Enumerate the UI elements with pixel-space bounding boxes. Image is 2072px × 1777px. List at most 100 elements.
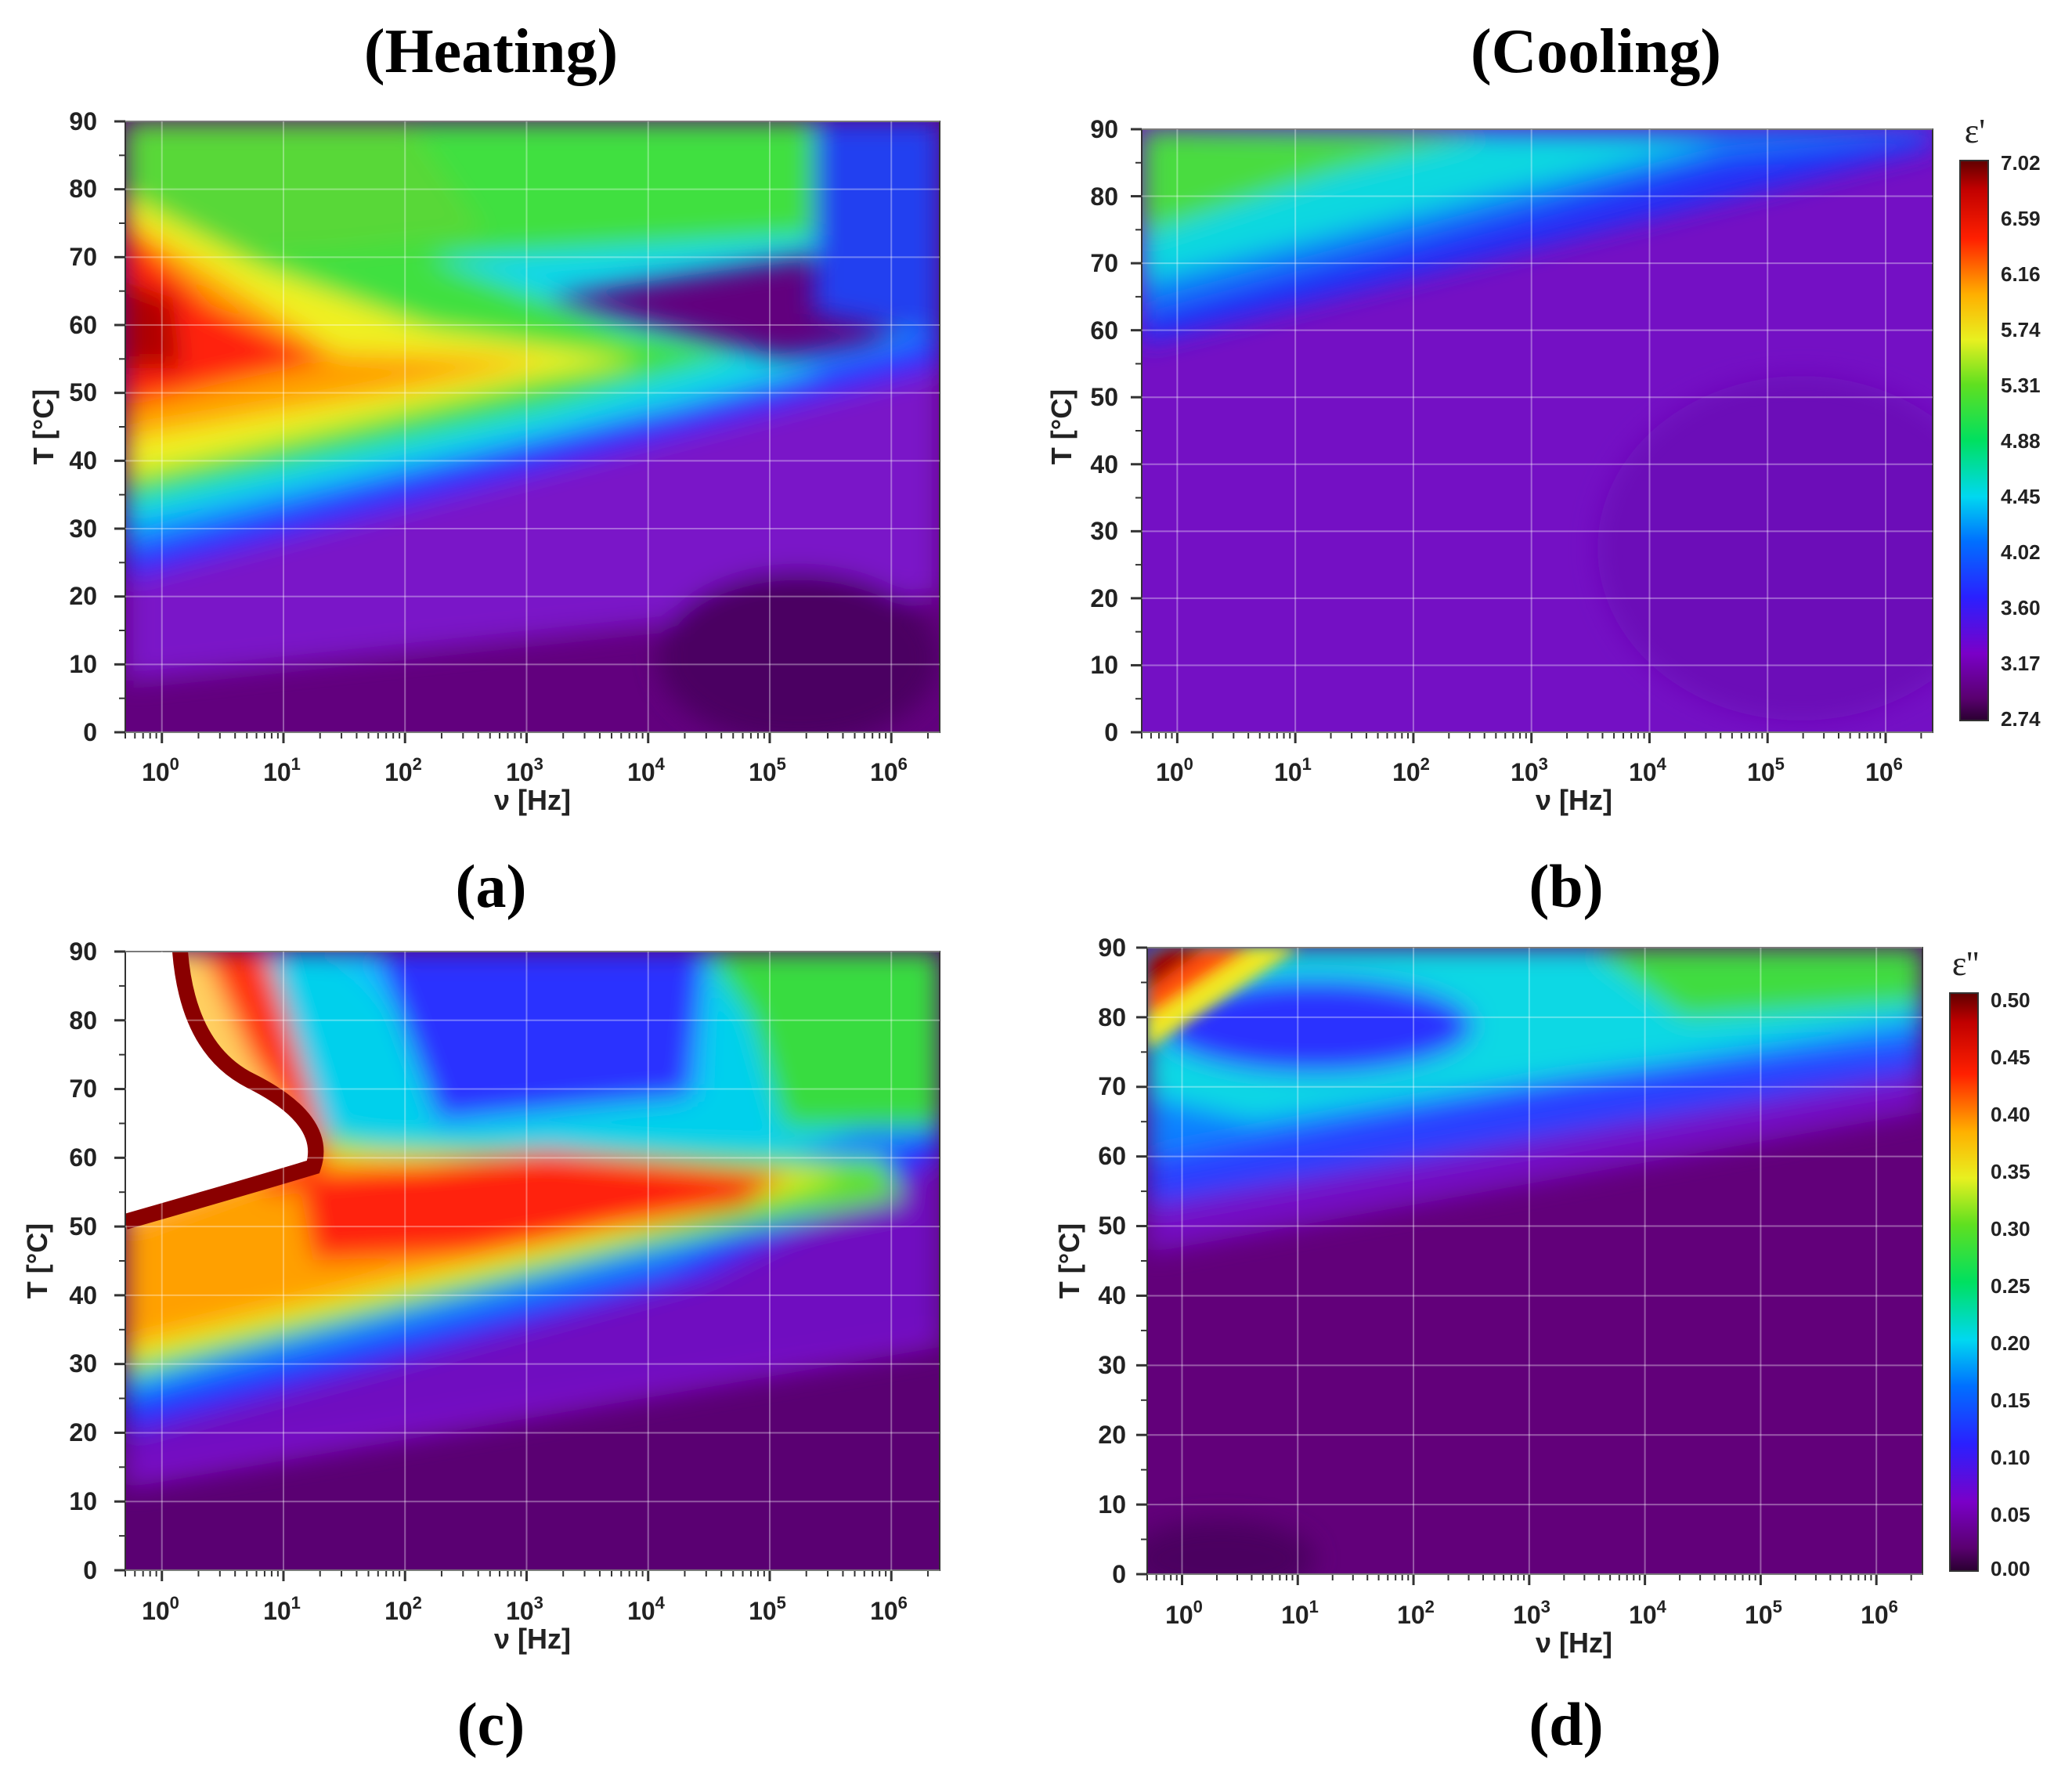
cbtick-d: 0.05 — [1991, 1503, 2030, 1526]
xtick-a: 105 — [749, 754, 786, 786]
xtick-a: 100 — [142, 754, 179, 786]
ytick-a: 50 — [69, 378, 97, 406]
xtick-a: 102 — [384, 754, 422, 786]
xtick-d: 104 — [1629, 1597, 1667, 1629]
xtick-d: 102 — [1397, 1597, 1435, 1629]
xtick-a: 103 — [506, 754, 543, 786]
ytick-c: 60 — [69, 1143, 97, 1172]
ytick-b: 20 — [1090, 584, 1118, 612]
colorbar-d-gradient — [1949, 992, 1979, 1572]
xtick-b: 106 — [1865, 754, 1903, 786]
xtick-b: 101 — [1274, 754, 1312, 786]
xtick-c: 103 — [506, 1593, 543, 1625]
ytick-b: 80 — [1090, 182, 1118, 211]
caption-c: (c) — [457, 1690, 525, 1758]
ytick-c: 80 — [69, 1006, 97, 1035]
cbtick-b: 5.31 — [2001, 374, 2041, 397]
ytick-a: 70 — [69, 243, 97, 271]
xtick-c: 105 — [749, 1593, 786, 1625]
axis-a-x: 100 101 102 103 104 105 106 — [142, 754, 908, 786]
colorbar-d-title: ε'' — [1952, 944, 1979, 983]
ytick-a: 80 — [69, 175, 97, 203]
ytick-a: 40 — [69, 446, 97, 475]
colorbar-b: ε' 7.02 6.59 6.16 5.74 5.31 4.88 4.45 4.… — [1959, 112, 2041, 731]
xlabel-c: ν [Hz] — [494, 1623, 571, 1655]
ytick-c: 50 — [69, 1212, 97, 1241]
ytick-c: 0 — [83, 1556, 97, 1584]
cbtick-b: 6.59 — [2001, 207, 2041, 230]
heading-cooling: (Cooling) — [1471, 17, 1721, 86]
xtick-b: 100 — [1156, 754, 1193, 786]
ytick-b: 10 — [1090, 651, 1118, 679]
panel-c: 0 10 20 30 40 50 60 70 80 90 100 101 102… — [21, 937, 940, 1758]
xtick-c: 102 — [384, 1593, 422, 1625]
cbtick-b: 6.16 — [2001, 262, 2041, 286]
xtick-a: 106 — [870, 754, 908, 786]
axis-c-y: 0 10 20 30 40 50 60 70 80 90 — [69, 937, 97, 1584]
ytick-d: 20 — [1098, 1421, 1126, 1449]
cbtick-b: 4.88 — [2001, 429, 2041, 453]
cbtick-b: 3.60 — [2001, 596, 2041, 619]
ylabel-d: T [°C] — [1053, 1223, 1085, 1298]
xtick-d: 100 — [1165, 1597, 1203, 1629]
ytick-a: 20 — [69, 582, 97, 610]
cbtick-b: 4.02 — [2001, 540, 2041, 564]
caption-d: (d) — [1529, 1690, 1603, 1758]
cbtick-d: 0.35 — [1991, 1160, 2030, 1183]
ytick-a: 60 — [69, 311, 97, 339]
ytick-b: 90 — [1090, 115, 1118, 143]
cbtick-d: 0.25 — [1991, 1274, 2030, 1298]
ytick-a: 10 — [69, 650, 97, 678]
ytick-c: 90 — [69, 937, 97, 966]
cbtick-d: 0.00 — [1991, 1557, 2030, 1580]
cbtick-d: 0.20 — [1991, 1331, 2030, 1355]
panel-b: 0 10 20 30 40 50 60 70 80 90 100 101 102… — [1045, 112, 2041, 920]
heatmap-a-fill — [125, 121, 940, 732]
cbtick-b: 3.17 — [2001, 652, 2041, 675]
ytick-c: 20 — [69, 1418, 97, 1447]
xtick-c: 104 — [627, 1593, 666, 1625]
ytick-d: 50 — [1098, 1212, 1126, 1240]
xlabel-a: ν [Hz] — [494, 784, 571, 816]
ytick-d: 80 — [1098, 1003, 1126, 1031]
ytick-a: 90 — [69, 107, 97, 135]
panel-d: 0 10 20 30 40 50 60 70 80 90 100 101 102… — [1053, 934, 2030, 1758]
caption-b: (b) — [1529, 852, 1603, 920]
cbtick-d: 0.50 — [1991, 988, 2030, 1012]
xtick-c: 100 — [142, 1593, 179, 1625]
ytick-b: 50 — [1090, 383, 1118, 411]
xtick-d: 103 — [1513, 1597, 1550, 1629]
caption-a: (a) — [456, 852, 527, 920]
xtick-b: 105 — [1747, 754, 1785, 786]
ytick-b: 40 — [1090, 450, 1118, 479]
heatmap-b-fill — [1142, 129, 1933, 732]
cbtick-d: 0.40 — [1991, 1103, 2030, 1126]
ytick-d: 70 — [1098, 1072, 1126, 1100]
heading-heating: (Heating) — [364, 17, 618, 86]
ytick-d: 60 — [1098, 1142, 1126, 1170]
heatmap-c-fill — [125, 952, 940, 1570]
ytick-d: 30 — [1098, 1351, 1126, 1379]
xtick-a: 101 — [263, 754, 301, 786]
generated-axes — [114, 120, 1933, 1585]
xtick-d: 105 — [1745, 1597, 1782, 1629]
ytick-c: 10 — [69, 1487, 97, 1515]
heatmap-d-fill — [1147, 948, 1922, 1574]
ylabel-b: T [°C] — [1045, 389, 1078, 464]
axis-b-x: 100 101 102 103 104 105 106 — [1156, 754, 1903, 786]
cbtick-d: 0.15 — [1991, 1389, 2030, 1412]
ytick-d: 10 — [1098, 1490, 1126, 1519]
ytick-c: 30 — [69, 1349, 97, 1378]
xtick-d: 101 — [1281, 1597, 1319, 1629]
panel-a: 0 10 20 30 40 50 60 70 80 90 100 101 102… — [27, 107, 940, 920]
xlabel-d: ν [Hz] — [1536, 1627, 1612, 1659]
xtick-b: 102 — [1392, 754, 1430, 786]
ylabel-a: T [°C] — [27, 389, 60, 464]
cbtick-b: 2.74 — [2001, 707, 2041, 731]
colorbar-b-title: ε' — [1965, 112, 1985, 150]
xtick-d: 106 — [1861, 1597, 1898, 1629]
xtick-b: 103 — [1511, 754, 1548, 786]
axis-c-x: 100 101 102 103 104 105 106 — [142, 1593, 908, 1625]
ytick-a: 0 — [83, 718, 97, 746]
ytick-b: 60 — [1090, 316, 1118, 345]
